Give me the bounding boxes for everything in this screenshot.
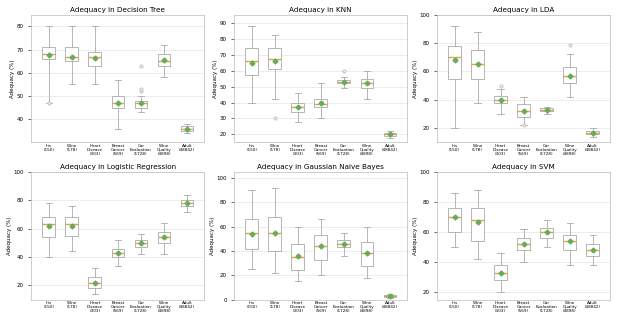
PathPatch shape [448, 46, 461, 79]
PathPatch shape [586, 244, 599, 256]
PathPatch shape [448, 208, 461, 232]
PathPatch shape [65, 217, 78, 236]
PathPatch shape [494, 96, 507, 103]
PathPatch shape [135, 240, 147, 247]
PathPatch shape [157, 54, 170, 66]
Title: Adequacy in Decision Tree: Adequacy in Decision Tree [70, 7, 165, 13]
PathPatch shape [517, 238, 530, 250]
PathPatch shape [563, 235, 576, 250]
PathPatch shape [586, 131, 599, 134]
PathPatch shape [43, 47, 55, 59]
PathPatch shape [268, 217, 281, 251]
PathPatch shape [88, 277, 101, 288]
PathPatch shape [43, 217, 55, 237]
PathPatch shape [360, 79, 373, 88]
PathPatch shape [112, 96, 124, 108]
PathPatch shape [494, 265, 507, 280]
PathPatch shape [291, 244, 304, 270]
PathPatch shape [384, 295, 396, 297]
Y-axis label: Adequacy (%): Adequacy (%) [413, 217, 418, 255]
PathPatch shape [135, 101, 147, 108]
Y-axis label: Adequacy (%): Adequacy (%) [7, 217, 12, 255]
PathPatch shape [471, 208, 484, 241]
PathPatch shape [540, 228, 553, 238]
PathPatch shape [181, 126, 193, 131]
Title: Adequacy in Gaussian Naive Bayes: Adequacy in Gaussian Naive Bayes [257, 164, 384, 170]
PathPatch shape [246, 48, 258, 76]
PathPatch shape [384, 133, 396, 136]
PathPatch shape [65, 47, 78, 61]
Y-axis label: Adequacy (%): Adequacy (%) [413, 60, 418, 98]
PathPatch shape [157, 232, 170, 243]
PathPatch shape [471, 50, 484, 79]
Title: Adequacy in LDA: Adequacy in LDA [493, 7, 554, 13]
PathPatch shape [337, 80, 350, 84]
PathPatch shape [337, 240, 350, 247]
Title: Adequacy in KNN: Adequacy in KNN [289, 7, 352, 13]
PathPatch shape [517, 104, 530, 117]
Title: Adequacy in Logistic Regression: Adequacy in Logistic Regression [60, 164, 176, 170]
PathPatch shape [246, 220, 258, 249]
PathPatch shape [291, 102, 304, 112]
Y-axis label: Adequacy (%): Adequacy (%) [213, 60, 218, 98]
PathPatch shape [181, 200, 193, 206]
PathPatch shape [112, 249, 124, 257]
PathPatch shape [268, 48, 281, 69]
PathPatch shape [563, 67, 576, 83]
PathPatch shape [88, 52, 101, 66]
PathPatch shape [360, 243, 373, 266]
Y-axis label: Adequacy (%): Adequacy (%) [210, 217, 215, 255]
PathPatch shape [315, 99, 327, 107]
PathPatch shape [315, 235, 327, 260]
Y-axis label: Adequacy (%): Adequacy (%) [10, 60, 15, 98]
PathPatch shape [540, 108, 553, 111]
Title: Adequacy in SVM: Adequacy in SVM [492, 164, 555, 170]
